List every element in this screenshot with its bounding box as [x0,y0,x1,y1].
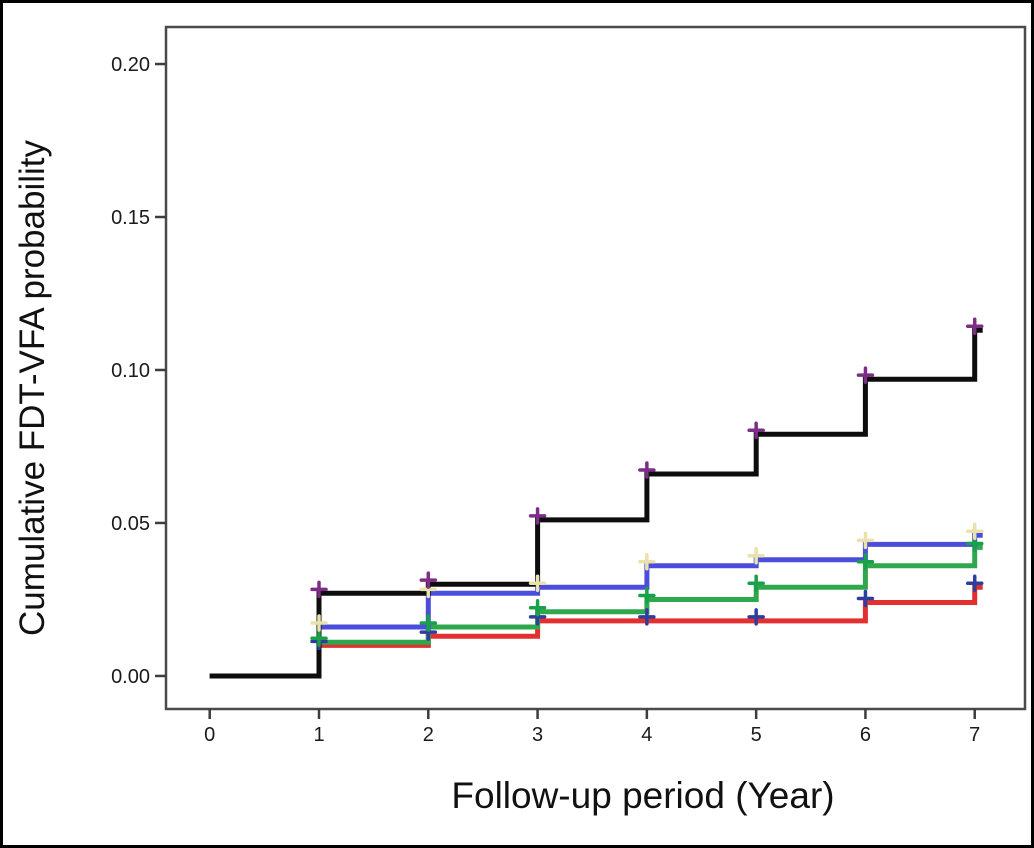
series-black-curve-marker [856,366,875,384]
series-black-curve-line [209,327,983,679]
y-tick-label: 0.20 [111,54,150,76]
series-red-curve-marker [965,574,984,592]
series-black-curve-marker [310,580,328,599]
x-tick-label: 1 [313,724,324,746]
series-green-curve-marker [638,586,656,605]
plot-frame [164,25,1027,711]
series-blue-curve-marker [856,531,875,550]
series-black-curve-marker [747,421,765,439]
series-blue-curve-marker [638,553,656,571]
series-red-curve-marker [638,608,656,626]
series-red-curve-marker [747,608,765,626]
x-tick-label: 4 [641,724,652,746]
series-green-curve-marker [528,598,547,617]
series-green-curve-line [209,544,983,679]
series-blue-curve-marker [310,614,328,632]
series-blue-curve-marker [965,522,984,540]
y-axis-title: Cumulative FDT-VFA probability [13,140,52,637]
x-tick-label: 5 [751,724,762,746]
series-green-curve-marker [419,614,438,632]
series-red-curve-marker [856,589,875,608]
series-green-curve-marker [856,553,875,571]
series-green-curve-marker [310,629,328,648]
y-tick-label: 0.15 [111,207,150,229]
x-tick-label: 3 [532,724,543,746]
series-red-curve-line [209,584,983,679]
series-blue-curve-line [209,532,983,679]
x-tick-label: 7 [969,724,980,746]
x-axis-title: Follow-up period (Year) [451,775,835,816]
x-tick-label: 0 [204,724,215,746]
series-black-curve-marker [419,571,438,589]
series-blue-curve-marker [528,574,547,592]
series-black-curve-marker [638,461,656,479]
series-green-curve-marker [747,574,765,592]
x-tick-label: 6 [860,724,871,746]
series-blue-curve-marker [747,546,765,565]
series-black-curve-marker [965,317,984,335]
x-tick-label: 2 [423,724,434,746]
series-black-curve-marker [528,507,547,525]
y-tick-label: 0.10 [111,360,150,382]
y-tick-label: 0.00 [111,666,150,688]
plot-area: 0 1 2 3 4 5 6 7 0.00 0.05 0.10 0.15 0.20 [111,25,1027,746]
y-tick-label: 0.05 [111,513,150,535]
